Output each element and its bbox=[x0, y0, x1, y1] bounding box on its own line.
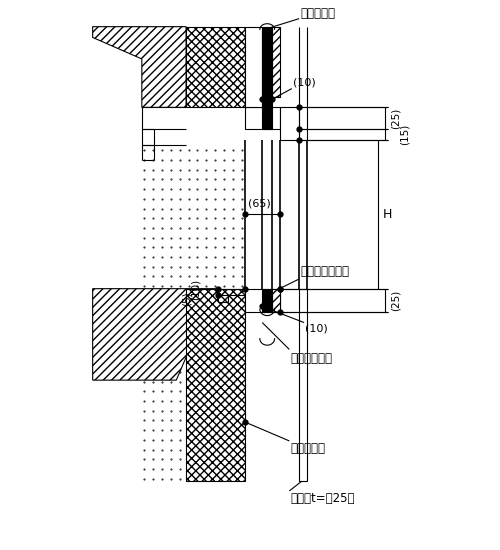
Polygon shape bbox=[272, 27, 280, 97]
Text: アルミニウム製: アルミニウム製 bbox=[300, 265, 349, 278]
Bar bbox=[245, 27, 262, 107]
Text: (10): (10) bbox=[305, 323, 328, 334]
Text: (15): (15) bbox=[400, 124, 410, 145]
Bar bbox=[186, 27, 245, 107]
Polygon shape bbox=[92, 289, 216, 380]
Text: 断熱材t=（25）: 断熱材t=（25） bbox=[290, 492, 355, 505]
Text: 断熱補修材: 断熱補修材 bbox=[290, 442, 326, 455]
Text: (5): (5) bbox=[181, 291, 191, 306]
Bar bbox=[262, 27, 272, 129]
Text: 断熱補修材: 断熱補修材 bbox=[300, 7, 335, 20]
Text: (10): (10) bbox=[293, 78, 316, 87]
Text: (10): (10) bbox=[191, 279, 201, 300]
Bar bbox=[186, 289, 245, 481]
Polygon shape bbox=[92, 27, 186, 107]
Text: (25): (25) bbox=[390, 290, 400, 311]
Text: (25): (25) bbox=[390, 107, 400, 129]
Text: (65): (65) bbox=[248, 199, 270, 209]
Bar bbox=[245, 289, 280, 312]
Bar bbox=[299, 289, 306, 481]
Text: H: H bbox=[383, 208, 392, 221]
Bar bbox=[280, 107, 299, 140]
Bar bbox=[245, 107, 280, 129]
Polygon shape bbox=[272, 289, 280, 312]
Bar bbox=[262, 289, 272, 312]
Text: シーリング材: シーリング材 bbox=[290, 352, 333, 365]
